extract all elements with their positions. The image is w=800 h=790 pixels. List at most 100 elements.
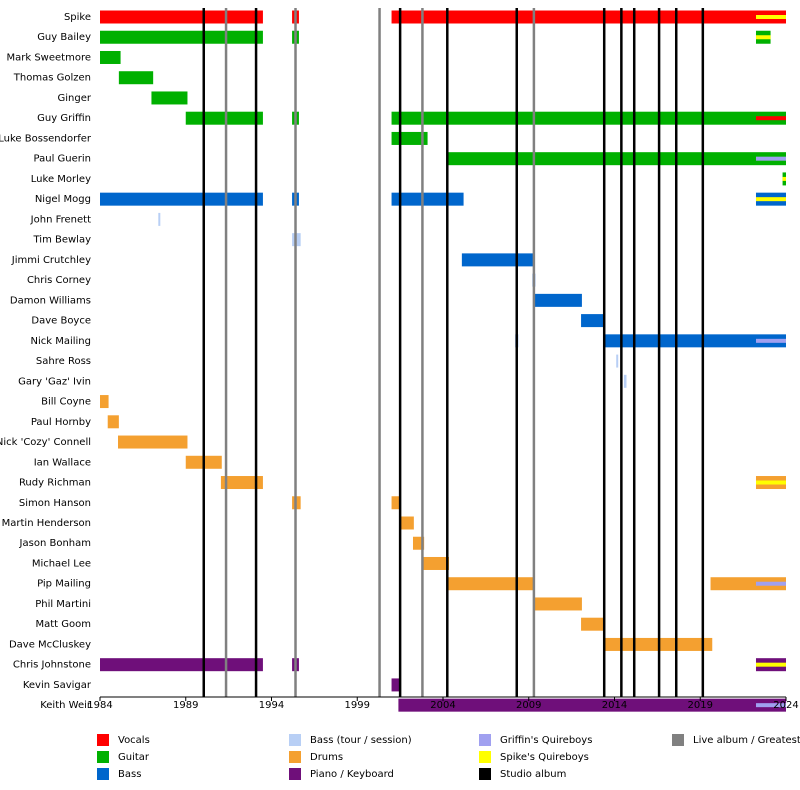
member-label: Phil Martini [35, 599, 91, 610]
member-label: Chris Johnstone [13, 660, 91, 671]
legend-label: Piano / Keyboard [310, 769, 394, 780]
legend-label: Guitar [118, 752, 150, 763]
legend-swatch [97, 734, 109, 746]
role-stripe [755, 35, 771, 40]
member-bar [604, 334, 786, 348]
member-bar [100, 192, 263, 206]
member-label: Kevin Savigar [23, 680, 92, 691]
member-label: Keith Weir [40, 700, 92, 711]
member-bar [107, 415, 119, 429]
member-label: Sahre Ross [36, 356, 91, 367]
x-tick-label: 1994 [259, 700, 284, 711]
member-label: Jason Bonham [19, 538, 91, 549]
legend-swatch [479, 734, 491, 746]
role-stripe [755, 156, 786, 161]
member-label: Spike [64, 12, 91, 23]
member-label: Guy Griffin [37, 113, 91, 124]
legend-swatch [97, 768, 109, 780]
member-bar [412, 536, 425, 550]
legend-label: Vocals [118, 735, 150, 746]
member-bar [100, 50, 121, 64]
member-label: Chris Corney [27, 275, 91, 286]
member-bar [391, 496, 401, 510]
member-bar [398, 698, 786, 712]
member-label: Jimmi Crutchley [11, 255, 91, 266]
member-bar [581, 314, 605, 328]
member-bar [100, 658, 263, 672]
role-stripe [755, 662, 786, 667]
member-bar [423, 556, 450, 570]
legend-swatch [479, 768, 491, 780]
legend-label: Spike's Quireboys [500, 752, 589, 763]
member-label: Thomas Golzen [13, 73, 91, 84]
x-tick-label: 1984 [87, 700, 112, 711]
member-bar [100, 10, 263, 24]
legend-swatch [289, 751, 301, 763]
x-tick-label: 2019 [688, 700, 713, 711]
legend-swatch [289, 768, 301, 780]
member-bar [151, 91, 188, 105]
role-stripe [755, 480, 786, 485]
member-bar [118, 435, 188, 449]
legend-label: Griffin's Quireboys [500, 735, 592, 746]
role-stripe [755, 116, 786, 121]
member-label: Mark Sweetmore [7, 52, 92, 63]
member-label: Guy Bailey [37, 32, 91, 43]
member-bar [533, 597, 582, 611]
x-tick-label: 2024 [773, 700, 798, 711]
member-bar [158, 212, 161, 226]
member-bar [220, 476, 263, 490]
legend-swatch [479, 751, 491, 763]
member-bar [400, 516, 414, 530]
member-label: Martin Henderson [2, 518, 91, 529]
member-label: Rudy Richman [19, 478, 91, 489]
member-bar [603, 637, 713, 651]
member-label: Tim Bewlay [32, 235, 91, 246]
member-bar [185, 111, 263, 125]
legend-swatch [672, 734, 684, 746]
member-bar [581, 617, 605, 631]
member-bar [616, 354, 619, 368]
legend-swatch [289, 734, 301, 746]
member-label: Pip Mailing [37, 579, 91, 590]
legend-swatch [97, 751, 109, 763]
x-tick-label: 2004 [430, 700, 455, 711]
member-bar [446, 152, 786, 166]
member-bar [461, 253, 534, 267]
member-label: Paul Hornby [31, 417, 91, 428]
role-stripe [782, 176, 786, 181]
legend-label: Live album / Greatest H [693, 735, 800, 746]
member-label: Ginger [58, 93, 92, 104]
member-label: Damon Williams [10, 295, 91, 306]
member-label: Dave McCluskey [9, 639, 91, 650]
x-tick-label: 2009 [516, 700, 541, 711]
member-bar [623, 374, 627, 388]
member-label: Nick Mailing [30, 336, 91, 347]
legend-label: Bass [118, 769, 141, 780]
legend-label: Studio album [500, 769, 566, 780]
member-bar [100, 30, 263, 44]
member-label: Dave Boyce [31, 316, 91, 327]
role-stripe [755, 703, 786, 708]
member-label: Nick 'Cozy' Connell [0, 437, 91, 448]
role-stripe [755, 581, 786, 586]
legend-label: Drums [310, 752, 343, 763]
member-bar [391, 10, 786, 24]
x-tick-label: 1989 [173, 700, 198, 711]
member-bar [391, 678, 400, 692]
member-label: Simon Hanson [19, 498, 91, 509]
member-label: Nigel Mogg [35, 194, 91, 205]
member-bar [533, 293, 582, 307]
member-label: Paul Guerin [34, 154, 91, 165]
role-stripe [755, 197, 786, 202]
member-label: Luke Morley [31, 174, 91, 185]
role-stripe [755, 15, 786, 19]
member-label: John Frenett [30, 214, 91, 225]
member-label: Michael Lee [32, 558, 91, 569]
member-bar [448, 577, 535, 591]
member-label: Gary 'Gaz' Ivin [18, 376, 91, 387]
member-bar [118, 71, 154, 85]
member-bar [391, 192, 464, 206]
member-bar [100, 395, 109, 409]
